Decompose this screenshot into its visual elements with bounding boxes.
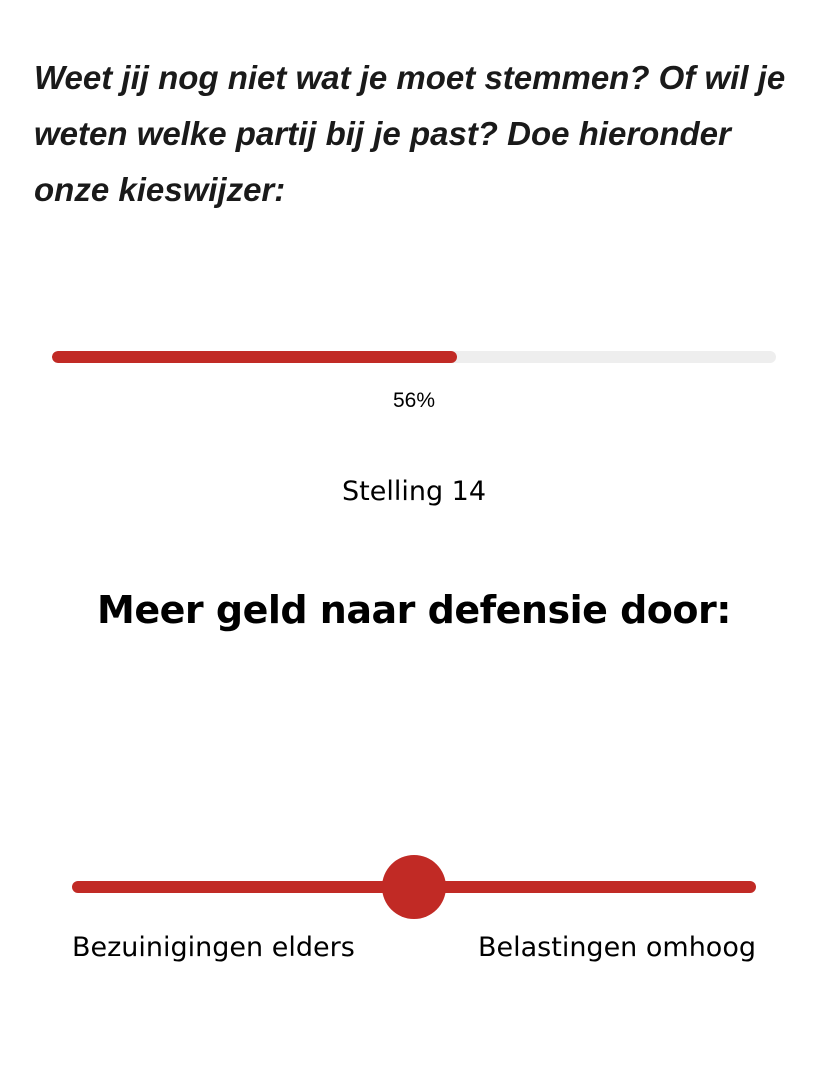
statement-title: Meer geld naar defensie door: <box>97 588 731 632</box>
slider-thumb[interactable] <box>382 855 446 919</box>
progress-percentage: 56% <box>392 389 436 412</box>
progress-bar-fill <box>52 351 458 363</box>
progress-bar <box>52 351 776 363</box>
slider-label-left: Bezuinigingen elders <box>72 932 355 963</box>
slider-label-right: Belastingen omhoog <box>477 932 756 963</box>
opinion-slider[interactable] <box>72 855 756 919</box>
intro-text: Weet jij nog niet wat je moet stemmen? O… <box>34 59 786 208</box>
statement-number: Stelling 14 <box>341 476 487 507</box>
